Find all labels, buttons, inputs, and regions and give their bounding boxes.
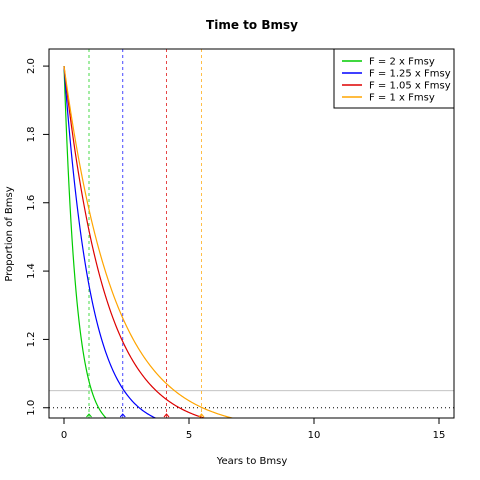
y-tick-label: 1.0 — [26, 400, 37, 416]
plot-area — [49, 49, 454, 418]
x-tick-label: 5 — [186, 430, 192, 441]
legend-label-0: F = 2 x Fmsy — [369, 57, 435, 68]
y-tick-label: 1.6 — [26, 195, 37, 211]
y-tick-label: 1.4 — [26, 263, 37, 279]
legend-label-3: F = 1 x Fmsy — [369, 93, 435, 104]
series-line-2 — [63, 66, 207, 418]
x-axis: 0 5 10 15 — [61, 418, 446, 441]
legend-box — [333, 48, 455, 109]
y-axis: 1.0 1.2 1.4 1.6 1.8 2.0 — [26, 58, 49, 416]
plot-frame — [48, 48, 455, 419]
x-axis-label: Years to Bmsy — [216, 456, 288, 467]
x-tick-label: 10 — [308, 430, 321, 441]
x-tick-label: 0 — [61, 430, 67, 441]
series-marker-2 — [163, 413, 170, 418]
series-marker-1 — [119, 413, 126, 418]
series-line-3 — [63, 65, 235, 418]
y-tick-label: 1.8 — [26, 126, 37, 142]
y-tick-label: 1.2 — [26, 331, 37, 347]
x-tick-label: 15 — [433, 430, 446, 441]
series-marker-0 — [86, 413, 92, 418]
series-marker-3 — [198, 413, 205, 418]
series-line-0 — [63, 66, 107, 418]
series-line-1 — [63, 66, 157, 418]
legend-label-1: F = 1.25 x Fmsy — [369, 69, 451, 80]
legend-label-2: F = 1.05 x Fmsy — [369, 81, 451, 92]
y-axis-label: Proportion of Bmsy — [4, 186, 15, 281]
chart-title: Time to Bmsy — [206, 18, 298, 32]
y-tick-label: 2.0 — [26, 58, 37, 74]
